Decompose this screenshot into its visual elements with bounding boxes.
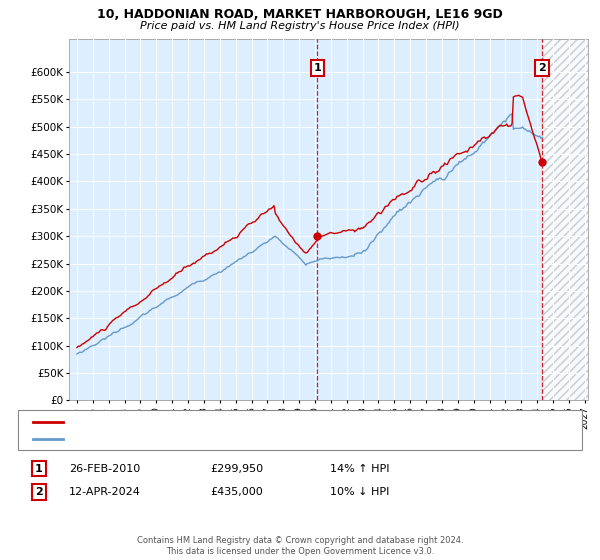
Text: 14% ↑ HPI: 14% ↑ HPI [330,464,389,474]
Text: 10% ↓ HPI: 10% ↓ HPI [330,487,389,497]
Text: £299,950: £299,950 [210,464,263,474]
Text: 1: 1 [35,464,43,474]
Text: £435,000: £435,000 [210,487,263,497]
Text: Price paid vs. HM Land Registry's House Price Index (HPI): Price paid vs. HM Land Registry's House … [140,21,460,31]
Text: 12-APR-2024: 12-APR-2024 [69,487,141,497]
Bar [542,39,588,400]
Text: 10, HADDONIAN ROAD, MARKET HARBOROUGH, LE16 9GD: 10, HADDONIAN ROAD, MARKET HARBOROUGH, L… [97,8,503,21]
Text: 10, HADDONIAN ROAD, MARKET HARBOROUGH, LE16 9GD (detached house): 10, HADDONIAN ROAD, MARKET HARBOROUGH, L… [70,417,454,427]
Text: 26-FEB-2010: 26-FEB-2010 [69,464,140,474]
Text: 2: 2 [35,487,43,497]
Text: 2: 2 [538,63,546,73]
Text: 1: 1 [314,63,321,73]
Text: HPI: Average price, detached house, Harborough: HPI: Average price, detached house, Harb… [70,434,314,444]
Text: Contains HM Land Registry data © Crown copyright and database right 2024.
This d: Contains HM Land Registry data © Crown c… [137,536,463,556]
